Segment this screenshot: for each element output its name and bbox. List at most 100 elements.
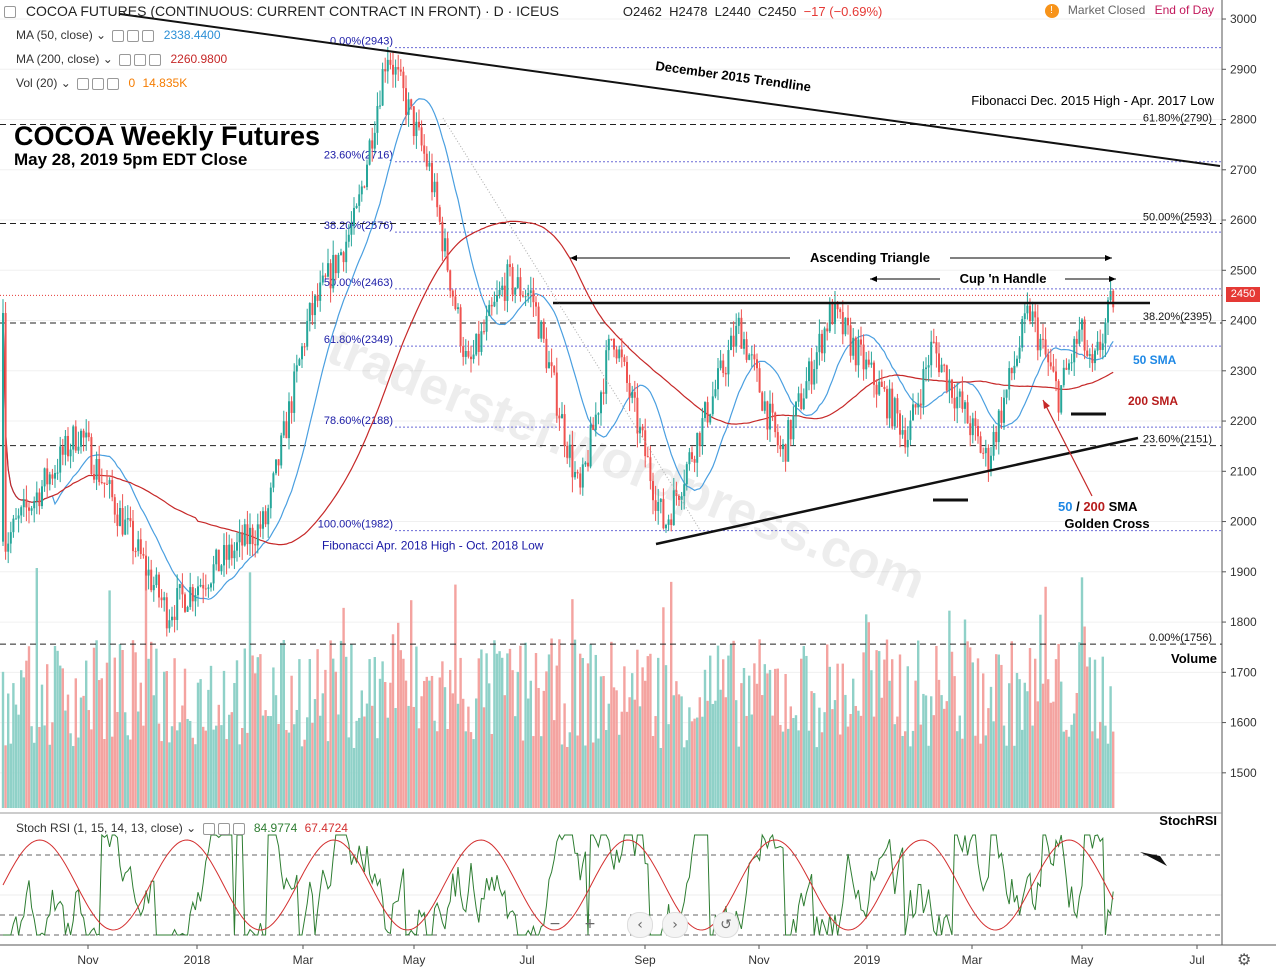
volume-bar-140	[365, 703, 369, 808]
volume-bar-20	[53, 645, 57, 808]
volume-bar-19	[51, 722, 54, 808]
candle-body-117	[306, 321, 309, 347]
chart-subtitle: May 28, 2019 5pm EDT Close	[14, 150, 248, 169]
time-tick-label-0: Nov	[77, 953, 98, 967]
gear-icon[interactable]	[217, 822, 230, 835]
eye-icon[interactable]	[119, 53, 132, 66]
candle-body-77	[202, 584, 205, 589]
collapse-icon[interactable]	[4, 6, 16, 19]
volume-bar-46	[121, 649, 124, 808]
chevron-down-icon[interactable]: ⌄	[96, 28, 107, 42]
candle-body-171	[446, 238, 449, 271]
candle-body-137	[358, 194, 361, 206]
ma200-legend[interactable]: MA (200, close) ⌄ 2260.9800	[16, 52, 227, 66]
volume-bar-44	[116, 711, 119, 808]
price-tick-label-2200: 2200	[1230, 414, 1257, 428]
candle-body-194	[506, 264, 509, 301]
ma50-legend[interactable]: MA (50, close) ⌄ 2338.4400	[16, 28, 221, 42]
volume-bar-273	[711, 703, 714, 808]
volume-bar-37	[98, 680, 101, 808]
candle-body-181	[472, 354, 475, 360]
stoch-legend[interactable]: Stoch RSI (1, 15, 14, 13, close) ⌄ 84.97…	[16, 821, 348, 835]
fib2018-label-3: 50.00%(2463)	[324, 277, 393, 289]
candle-body-309	[805, 381, 808, 399]
candle-body-358	[932, 341, 935, 343]
volume-legend[interactable]: Vol (20) ⌄ 0 14.835K	[16, 76, 187, 90]
candle-body-343	[893, 398, 896, 427]
price-tick-label-1900: 1900	[1230, 565, 1257, 579]
scroll-left-button[interactable]: ‹	[627, 912, 653, 938]
volume-bar-344	[896, 716, 899, 808]
candle-body-150	[392, 64, 394, 75]
eye-icon[interactable]	[77, 77, 90, 90]
candle-body-70	[184, 594, 186, 612]
gear-icon[interactable]	[127, 29, 140, 42]
chevron-down-icon[interactable]: ⌄	[186, 821, 197, 835]
gear-icon[interactable]	[134, 53, 147, 66]
candle-body-25	[67, 435, 69, 457]
volume-bar-191	[498, 651, 501, 808]
candle-body-375	[977, 425, 979, 437]
volume-bar-221	[576, 735, 579, 808]
volume-bar-185	[482, 707, 486, 808]
volume-bar-223	[581, 658, 584, 808]
volume-bar-29	[77, 737, 80, 808]
zoom-out-button[interactable]: −	[549, 916, 561, 932]
volume-bar-220	[573, 639, 577, 808]
close-icon[interactable]	[107, 77, 120, 90]
chevron-down-icon[interactable]: ⌄	[60, 76, 71, 90]
candle-body-133	[347, 234, 350, 242]
close-icon[interactable]	[149, 53, 162, 66]
candle-body-402	[1047, 354, 1050, 363]
volume-bar-329	[857, 710, 860, 808]
zoom-in-button[interactable]: +	[584, 916, 596, 932]
volume-bar-270	[703, 669, 707, 808]
close-icon[interactable]	[142, 29, 155, 42]
volume-bar-60	[157, 723, 161, 808]
alert-icon[interactable]: !	[1044, 3, 1059, 18]
candle-body-256	[667, 519, 670, 525]
candle-body-304	[792, 415, 795, 440]
volume-bar-377	[982, 673, 985, 808]
symbol-title[interactable]: COCOA FUTURES (CONTINUOUS: CURRENT CONTR…	[25, 3, 559, 19]
candle-body-63	[165, 597, 168, 629]
candle-body-16	[43, 468, 46, 487]
candle-body-97	[254, 544, 257, 546]
candle-body-407	[1060, 385, 1063, 413]
volume-bar-362	[943, 708, 946, 808]
volume-bar-422	[1099, 721, 1102, 808]
volume-value-2: 14.835K	[142, 76, 188, 90]
volume-bar-320	[833, 700, 837, 808]
volume-bar-28	[74, 678, 77, 808]
volume-bar-254	[662, 607, 665, 808]
volume-bar-294	[766, 673, 769, 808]
candle-body-159	[415, 121, 418, 137]
gear-icon[interactable]	[92, 77, 105, 90]
eye-icon[interactable]	[112, 29, 125, 42]
reset-chart-button[interactable]: ↺	[713, 912, 739, 938]
candle-body-324	[844, 317, 847, 335]
price-tick-label-1600: 1600	[1230, 716, 1257, 730]
volume-bar-337	[878, 651, 881, 808]
trendline-label: December 2015 Trendline	[655, 58, 812, 94]
volume-bar-10	[27, 646, 31, 808]
volume-bar-319	[831, 709, 834, 808]
volume-bar-394	[1026, 691, 1029, 808]
eye-icon[interactable]	[202, 822, 215, 835]
scroll-right-button[interactable]: ›	[662, 912, 688, 938]
volume-bar-229	[597, 738, 600, 808]
close-icon[interactable]	[232, 822, 245, 835]
candle-body-335	[873, 362, 875, 385]
candle-body-200	[522, 295, 524, 297]
volume-bar-386	[1005, 745, 1008, 808]
volume-bar-167	[436, 731, 439, 808]
volume-bar-400	[1041, 683, 1045, 808]
settings-gear-icon[interactable]: ⚙	[1237, 952, 1252, 969]
candle-body-300	[782, 444, 784, 450]
fib2015-label-1: 50.00%(2593)	[1143, 212, 1212, 224]
candle-body-36	[95, 458, 98, 480]
chevron-down-icon[interactable]: ⌄	[102, 52, 113, 66]
current-price-badge: 2450	[1226, 287, 1260, 302]
candle-body-367	[956, 396, 959, 409]
volume-bar-274	[714, 700, 717, 808]
